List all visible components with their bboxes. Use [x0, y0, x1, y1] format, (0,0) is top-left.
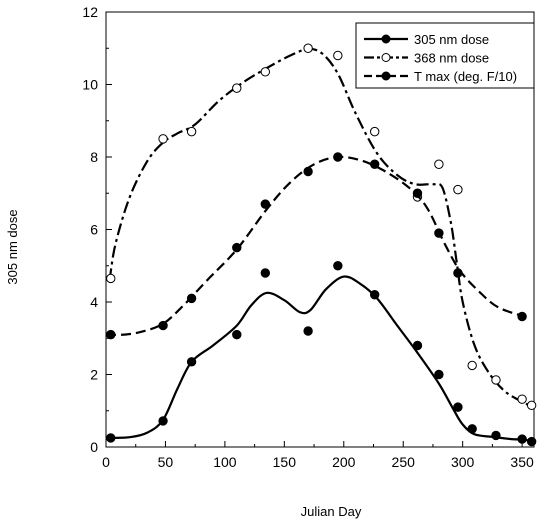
y-tick-label: 12 — [82, 4, 98, 20]
data-point — [467, 424, 477, 434]
x-axis: 0 50 100 150 200 250 300 350 — [102, 441, 534, 470]
data-point — [260, 67, 271, 77]
legend-label: 368 nm dose — [414, 51, 489, 66]
legend: 305 nm dose 368 nm dose T max (deg. F/10) — [355, 22, 535, 89]
data-point — [303, 166, 313, 177]
data-point — [158, 416, 168, 426]
data-point — [491, 430, 501, 441]
data-point — [232, 329, 242, 340]
series-layer — [105, 43, 537, 447]
data-point — [434, 159, 444, 169]
series-2 — [106, 43, 537, 411]
data-point — [303, 43, 313, 53]
y-tick-label: 6 — [90, 222, 98, 238]
data-point — [467, 360, 477, 371]
data-point — [369, 126, 380, 137]
data-point — [434, 369, 444, 380]
y-axis: 0 2 4 6 8 10 12 — [82, 4, 112, 455]
x-tick-label: 50 — [158, 454, 174, 470]
legend-marker — [381, 71, 391, 81]
y-tick-label: 10 — [82, 77, 98, 93]
data-point — [412, 188, 423, 198]
x-axis-label: Julian Day — [301, 504, 362, 519]
data-point — [517, 434, 527, 444]
data-point — [106, 433, 116, 443]
data-point — [517, 311, 527, 322]
data-point — [232, 242, 242, 253]
y-tick-label: 2 — [90, 367, 98, 383]
legend-label: T max (deg. F/10) — [414, 69, 517, 84]
data-point — [106, 273, 116, 284]
x-tick-label: 0 — [102, 454, 110, 470]
data-point — [517, 394, 527, 404]
data-point — [453, 268, 463, 278]
x-tick-label: 150 — [273, 454, 297, 470]
y-axis-label: 305 nm dose — [5, 209, 20, 284]
series-line — [108, 47, 530, 407]
series-line — [105, 155, 523, 336]
data-point — [333, 152, 343, 162]
series-3 — [105, 152, 527, 340]
data-point — [186, 357, 197, 367]
x-tick-label: 350 — [510, 454, 534, 470]
series-1 — [105, 261, 537, 447]
data-point — [186, 293, 197, 304]
data-point — [434, 228, 444, 238]
data-point — [369, 290, 380, 300]
data-point — [260, 268, 271, 278]
data-point — [333, 50, 343, 61]
y-tick-label: 4 — [90, 294, 98, 310]
y-tick-label: 8 — [90, 149, 98, 165]
data-point — [106, 329, 116, 340]
data-point — [158, 134, 168, 144]
data-point — [491, 375, 501, 385]
y-tick-label: 0 — [90, 439, 98, 455]
legend-label: 305 nm dose — [414, 32, 489, 47]
x-tick-label: 250 — [392, 454, 416, 470]
x-tick-label: 100 — [213, 454, 237, 470]
x-tick-label: 200 — [332, 454, 356, 470]
series-line — [105, 275, 535, 443]
x-tick-label: 300 — [451, 454, 475, 470]
data-point — [303, 326, 313, 336]
data-point — [526, 400, 537, 411]
data-point — [412, 340, 423, 351]
data-point — [369, 159, 380, 169]
legend-marker — [381, 34, 391, 44]
data-point — [158, 320, 168, 331]
data-point — [453, 184, 463, 195]
data-point — [526, 436, 537, 447]
data-point — [260, 199, 271, 209]
data-point — [453, 402, 463, 412]
data-point — [333, 261, 343, 271]
data-point — [186, 126, 197, 137]
legend-marker — [381, 53, 391, 62]
data-point — [232, 83, 242, 93]
